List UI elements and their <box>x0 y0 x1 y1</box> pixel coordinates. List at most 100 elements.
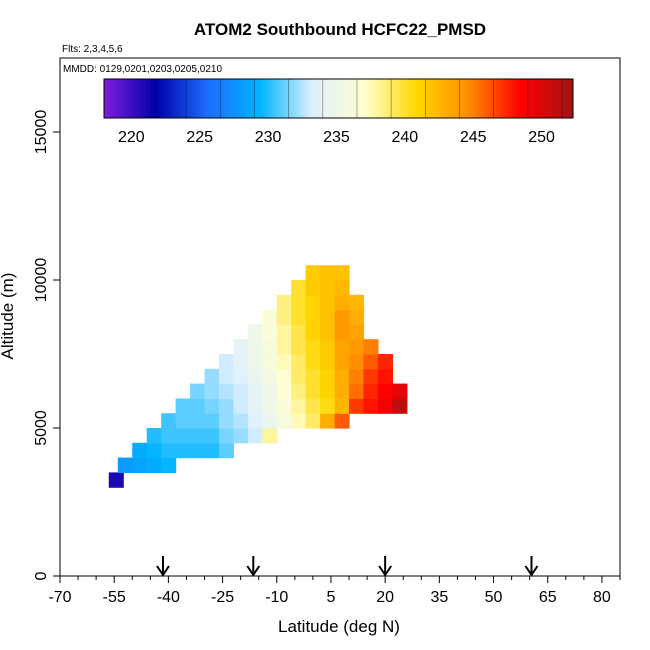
heatmap-cell <box>262 309 278 325</box>
flight-arrow-head <box>246 565 261 577</box>
heatmap-cell <box>291 339 307 355</box>
colorbar-tick-label: 250 <box>528 129 555 146</box>
heatmap-cell <box>204 368 220 385</box>
heatmap-cell <box>190 442 206 459</box>
heatmap-cell <box>349 354 365 370</box>
heatmap-cell <box>320 368 336 385</box>
flight-arrows <box>156 556 539 577</box>
heatmap-cell <box>262 398 278 414</box>
heatmap-cell <box>291 398 307 414</box>
heatmap-cell <box>363 383 379 399</box>
heatmap-cell <box>291 383 307 399</box>
heatmap-cell <box>204 413 220 429</box>
heatmap-cell <box>377 398 393 414</box>
heatmap-cell <box>146 457 162 473</box>
heatmap-cell <box>108 472 124 488</box>
heatmap-cell <box>161 457 177 473</box>
heatmap-cell <box>233 339 249 355</box>
heatmap-cell <box>291 324 307 340</box>
heatmap-cell <box>305 383 321 399</box>
heatmap-cell <box>305 294 321 311</box>
heatmap-cell <box>161 428 177 444</box>
heatmap-cell <box>204 442 220 459</box>
heatmap-cell <box>190 398 206 414</box>
x-tick-label: 80 <box>593 589 611 606</box>
heatmap-cell <box>363 398 379 414</box>
heatmap-cell <box>218 354 235 370</box>
heatmap-cell <box>305 398 321 414</box>
heatmap-cell <box>218 428 235 444</box>
heatmap-cell <box>262 383 278 399</box>
heatmap-cell <box>349 398 365 414</box>
heatmap-cell <box>320 280 336 296</box>
y-tick-label: 15000 <box>33 110 50 155</box>
heatmap-cell <box>175 428 191 444</box>
y-tick-label: 0 <box>33 571 50 580</box>
heatmap-cell <box>334 309 350 325</box>
colorbar-tick-label: 240 <box>391 129 418 146</box>
heatmap-cell <box>291 354 307 370</box>
heatmap-cell <box>276 383 292 399</box>
heatmap-cell <box>146 428 162 444</box>
colorbar-tick-label: 230 <box>255 129 282 146</box>
heatmap-cell <box>204 428 220 444</box>
heatmap-cell <box>305 309 321 325</box>
colorbar-tick-label: 225 <box>186 129 213 146</box>
heatmap-cell <box>377 354 393 370</box>
colorbar: 220 225 230 235 240 245 250 <box>103 78 574 146</box>
heatmap-cell <box>132 442 148 459</box>
heatmap-cell <box>218 413 235 429</box>
heatmap-cell <box>334 265 350 281</box>
heatmap-cell <box>334 383 350 399</box>
heatmap-cell <box>363 339 379 355</box>
heatmap-cell <box>305 413 321 429</box>
y-axis-label: Altitude (m) <box>0 273 17 360</box>
heatmap-cell <box>291 294 307 311</box>
heatmap-cell <box>392 398 408 414</box>
axes: -70 -55 -40 -25 -10 5 20 35 50 65 80 0 5000 10000 1500… <box>33 57 621 606</box>
heatmap-cell <box>132 457 148 473</box>
flight-arrow-head <box>524 565 539 577</box>
heatmap-cell <box>233 428 249 444</box>
heatmap-cell <box>247 413 263 429</box>
heatmap-cell <box>305 265 321 281</box>
x-tick-label: 35 <box>430 589 448 606</box>
heatmap-cell <box>320 383 336 399</box>
colorbar-tick-label: 245 <box>460 129 487 146</box>
heatmap-cell <box>320 339 336 355</box>
x-tick-label: -55 <box>103 589 126 606</box>
heatmap-cell <box>377 383 393 399</box>
heatmap-cell <box>204 383 220 399</box>
heatmap-cell <box>291 280 307 296</box>
heatmap-cell <box>334 280 350 296</box>
heatmap-cell <box>233 413 249 429</box>
heatmap-cell <box>262 368 278 385</box>
heatmap-cell <box>204 398 220 414</box>
x-tick-label: 20 <box>376 589 394 606</box>
heatmap-cell <box>276 398 292 414</box>
heatmap-cell <box>320 398 336 414</box>
x-tick-label: -10 <box>265 589 288 606</box>
x-tick-label: 50 <box>485 589 503 606</box>
y-tick-label: 5000 <box>33 410 50 446</box>
heatmap-cell <box>320 354 336 370</box>
heatmap-cell <box>247 368 263 385</box>
heatmap-cell <box>392 383 408 399</box>
heatmap-cell <box>349 383 365 399</box>
colorbar-tick-label: 235 <box>323 129 350 146</box>
heatmap-cell <box>334 339 350 355</box>
x-tick-label: 65 <box>539 589 557 606</box>
heatmap-cell <box>320 294 336 311</box>
heatmap-cell <box>190 428 206 444</box>
heatmap-cell <box>276 324 292 340</box>
chart-title: ATOM2 Southbound HCFC22_PMSD <box>194 20 486 39</box>
heatmap-cell <box>334 398 350 414</box>
heatmap-cell <box>247 354 263 370</box>
heatmap-cell <box>276 339 292 355</box>
heatmap-cell <box>349 294 365 311</box>
heatmap-cell <box>276 354 292 370</box>
heatmap-cell <box>305 354 321 370</box>
heatmap-cell <box>363 368 379 385</box>
